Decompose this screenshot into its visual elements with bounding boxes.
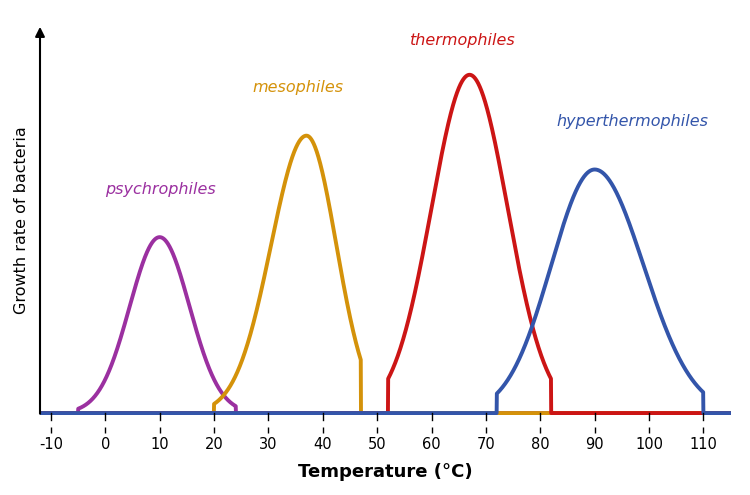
Text: psychrophiles: psychrophiles <box>105 182 216 197</box>
Text: hyperthermophiles: hyperthermophiles <box>556 114 709 129</box>
Text: thermophiles: thermophiles <box>410 33 515 48</box>
Y-axis label: Growth rate of bacteria: Growth rate of bacteria <box>14 126 29 314</box>
X-axis label: Temperature (°C): Temperature (°C) <box>298 463 472 481</box>
Text: mesophiles: mesophiles <box>252 80 344 95</box>
